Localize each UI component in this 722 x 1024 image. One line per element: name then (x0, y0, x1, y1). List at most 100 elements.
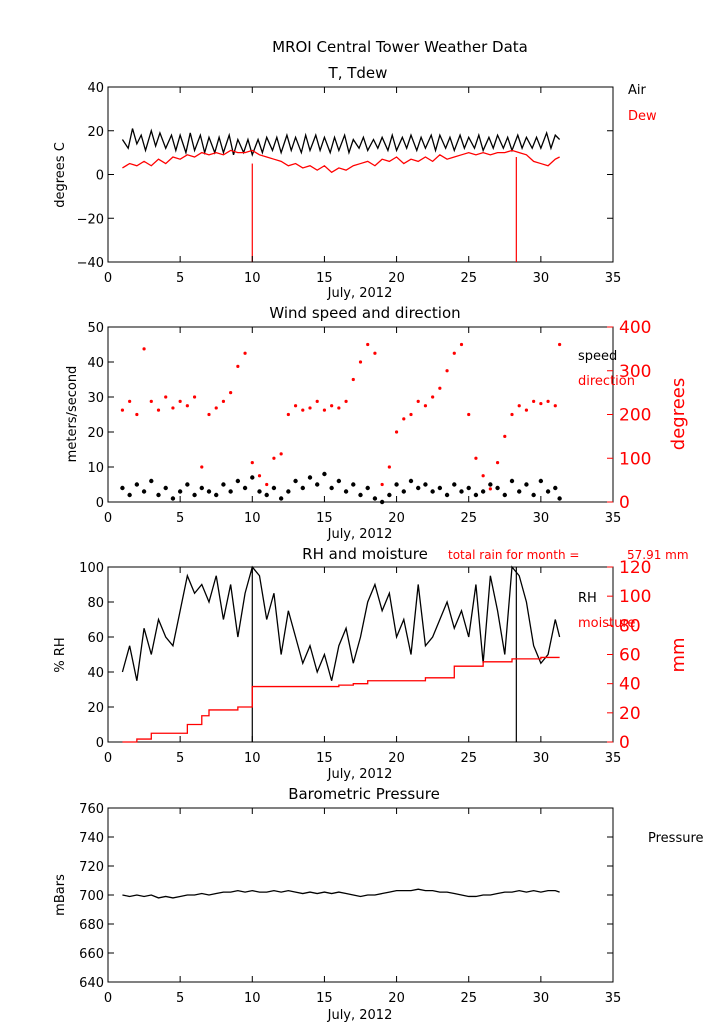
y-tick-label-rh: 0 (96, 736, 104, 751)
point-speed (416, 485, 421, 491)
point-speed (156, 492, 161, 498)
x-tick-label-temp: 35 (605, 271, 622, 286)
point-direction (185, 404, 189, 408)
point-speed (257, 489, 262, 494)
point-direction (250, 461, 254, 465)
rain-total-value: 57.91 mm (627, 548, 689, 562)
ticks-temperature: 0 5 10 15 20 25 30 35 −40 −20 0 20 40 (77, 81, 622, 286)
point-direction (380, 482, 384, 487)
y-tick-label-right-wind: 0 (619, 493, 630, 513)
x-axis-label-pressure: July, 2012 (327, 1008, 393, 1023)
point-direction (279, 452, 283, 456)
legend-direction: direction (578, 374, 635, 389)
x-tick-label-rh: 30 (533, 751, 550, 766)
x-tick-label-wind: 0 (104, 511, 112, 526)
y-tick-label-temp: 40 (87, 81, 104, 96)
point-speed (408, 478, 414, 484)
y-tick-label-wind: 50 (87, 321, 104, 336)
x-tick-label-temp: 10 (244, 271, 261, 286)
y-tick-label-right-wind: 100 (619, 449, 651, 469)
panel-wind: Wind speed and direction 0 5 10 15 20 25 30 350… (65, 304, 689, 542)
point-speed (242, 485, 248, 491)
point-speed (553, 485, 558, 491)
point-speed (185, 482, 190, 487)
point-speed (444, 492, 450, 498)
x-tick-label-rh: 5 (176, 751, 184, 766)
point-speed (423, 482, 428, 487)
point-direction (301, 408, 305, 412)
y-axis-label-wind: meters/second (65, 366, 80, 463)
y-tick-label-rh: 80 (87, 596, 104, 611)
point-speed (480, 489, 486, 494)
point-speed (524, 482, 529, 487)
point-direction (221, 399, 226, 403)
x-tick-label-pressure: 35 (605, 991, 622, 1006)
point-direction (128, 399, 132, 403)
series-line-air (121, 128, 561, 157)
point-speed (351, 482, 356, 487)
point-direction (474, 456, 478, 460)
y-tick-label-right-rh: 120 (619, 558, 651, 578)
point-speed (502, 492, 507, 498)
panel-temperature: T, Tdew 0 5 10 15 20 25 30 35 −40 −20 0 20 40 July, … (53, 64, 657, 301)
point-direction (402, 417, 406, 421)
y-tick-label-right-rh: 40 (619, 675, 641, 695)
point-speed (495, 485, 500, 491)
marks-rh (121, 565, 561, 743)
x-tick-label-temp: 0 (104, 271, 112, 286)
point-speed (141, 489, 147, 494)
point-direction (409, 412, 413, 417)
y-tick-label-wind: 0 (96, 496, 104, 511)
y-tick-label-wind: 30 (87, 391, 104, 406)
point-speed (221, 482, 226, 487)
point-direction (416, 399, 420, 403)
point-direction (459, 342, 464, 347)
point-direction (265, 482, 269, 487)
x-tick-label-pressure: 20 (388, 991, 405, 1006)
point-speed (163, 485, 168, 491)
point-direction (272, 456, 276, 460)
point-speed (329, 485, 334, 491)
point-direction (481, 474, 485, 478)
point-speed (473, 492, 479, 498)
point-direction (192, 395, 197, 399)
y-tick-label-right-rh: 100 (619, 587, 651, 607)
x-tick-label-temp: 30 (533, 271, 550, 286)
point-direction (293, 404, 298, 408)
x-tick-label-pressure: 5 (176, 991, 184, 1006)
legend-moisture: moisture (578, 616, 635, 631)
point-speed (430, 489, 435, 494)
y-tick-label-pressure: 640 (79, 976, 104, 991)
point-speed (120, 485, 125, 491)
y-tick-label-temp: −40 (77, 256, 104, 271)
y-axis-label-pressure: mBars (53, 874, 68, 916)
point-speed (372, 496, 378, 501)
point-speed (149, 478, 154, 484)
series-line-rh (121, 565, 561, 681)
point-direction (344, 399, 348, 403)
point-direction (503, 434, 507, 438)
marks-temperature (121, 128, 561, 262)
point-speed (517, 489, 522, 494)
x-tick-label-temp: 25 (460, 271, 477, 286)
point-direction (558, 342, 562, 347)
legend-dew: Dew (628, 109, 657, 124)
ticks-pressure: 0 5 10 15 20 25 30 35 640 660 680 700 720 740 760 (79, 802, 621, 1006)
x-tick-label-pressure: 0 (104, 991, 112, 1006)
point-direction (351, 377, 355, 382)
point-direction (330, 404, 334, 408)
point-speed (250, 475, 255, 480)
point-direction (387, 465, 391, 469)
point-direction (149, 399, 153, 403)
marks-pressure (122, 888, 560, 899)
x-tick-label-pressure: 25 (460, 991, 477, 1006)
y-tick-label-pressure: 680 (79, 918, 104, 933)
point-speed (365, 485, 370, 491)
y-tick-label-right-rh: 20 (619, 704, 641, 724)
point-speed (271, 485, 277, 491)
point-direction (431, 395, 435, 399)
point-speed (394, 482, 399, 487)
panel-pressure: Barometric Pressure 0 5 10 15 20 25 30 35 640 660… (53, 785, 704, 1023)
point-speed (488, 482, 493, 487)
